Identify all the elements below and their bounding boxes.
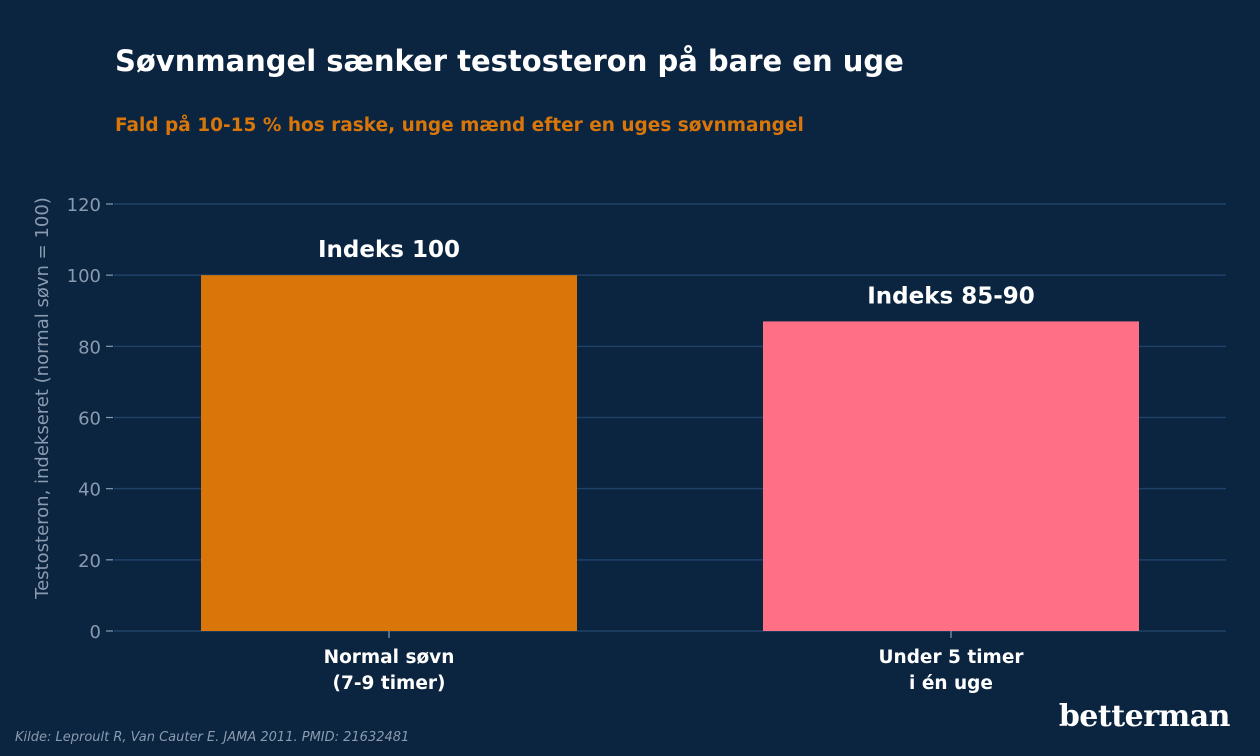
data-label-2: Indeks 85-90 <box>867 283 1035 309</box>
chart-subtitle: Fald på 10-15 % hos raske, unge mænd eft… <box>115 115 804 136</box>
y-tick-label: 60 <box>78 409 101 430</box>
x-tick-label: Normal søvn <box>324 647 455 668</box>
x-axis-ticks: Normal søvn (7-9 timer) Under 5 timer i én … <box>324 631 1025 694</box>
data-labels: Indeks 100 Indeks 85-90 <box>318 237 1035 309</box>
chart-title: Søvnmangel sænker testosteron på bare en… <box>115 44 904 78</box>
y-tick-label: 80 <box>78 337 101 358</box>
brand-logo: betterman <box>1058 699 1231 734</box>
x-tick-label: i én uge <box>909 673 993 694</box>
x-tick-label: (7-9 timer) <box>333 673 446 694</box>
y-axis-ticks: 0 20 40 60 80 100 120 <box>67 195 113 643</box>
y-tick-label: 40 <box>78 480 101 501</box>
y-tick-label: 120 <box>67 195 101 216</box>
y-tick-label: 0 <box>90 622 101 643</box>
bar-1 <box>201 275 577 631</box>
y-tick-label: 20 <box>78 551 101 572</box>
source-note: Kilde: Leproult R, Van Cauter E. JAMA 20… <box>15 730 410 745</box>
y-axis-label: Testosteron, indekseret (normal søvn = 1… <box>32 197 53 600</box>
bar-2 <box>763 321 1139 631</box>
y-tick-label: 100 <box>67 266 101 287</box>
data-label-1: Indeks 100 <box>318 237 460 263</box>
x-tick-label: Under 5 timer <box>879 647 1025 668</box>
bars <box>201 275 1139 631</box>
